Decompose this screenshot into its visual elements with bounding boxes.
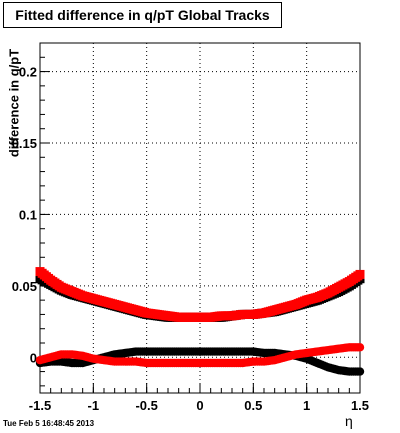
series-1 — [35, 267, 365, 322]
y-tick-label: 0 — [30, 350, 37, 365]
grid-lines — [40, 43, 360, 393]
tick-labels: -1.5 -1 -0.5 0 0.5 1 1.5 0 0.05 0.1 0.15 0.2 — [12, 65, 369, 413]
x-axis-label: η — [345, 413, 353, 429]
x-tick-label: -1 — [88, 398, 100, 413]
x-tick-label: 1 — [303, 398, 310, 413]
x-tick-label: -0.5 — [135, 398, 157, 413]
data-point-circle — [355, 367, 365, 376]
y-tick-label: 0.1 — [19, 207, 37, 222]
y-tick-label: 0.15 — [12, 136, 37, 151]
y-axis-label: difference in q/pT — [6, 48, 22, 158]
timestamp-footer: Tue Feb 5 16:48:45 2013 — [3, 419, 95, 428]
x-tick-label: 0 — [196, 398, 203, 413]
plot-frame — [39, 42, 361, 394]
x-tick-label: -1.5 — [29, 398, 51, 413]
chart-title: Fitted difference in q/pT Global Tracks — [3, 2, 282, 28]
x-tick-label: 1.5 — [351, 398, 369, 413]
x-tick-label: 0.5 — [244, 398, 262, 413]
series-3 — [35, 343, 365, 368]
data-point-circle — [355, 343, 365, 352]
y-axis-label-box: difference in q/pT — [4, 43, 24, 163]
y-tick-label: 0.05 — [12, 279, 37, 294]
data-point-square — [355, 269, 365, 279]
y-tick-label: 0.2 — [19, 65, 37, 80]
data-marks — [35, 267, 365, 376]
